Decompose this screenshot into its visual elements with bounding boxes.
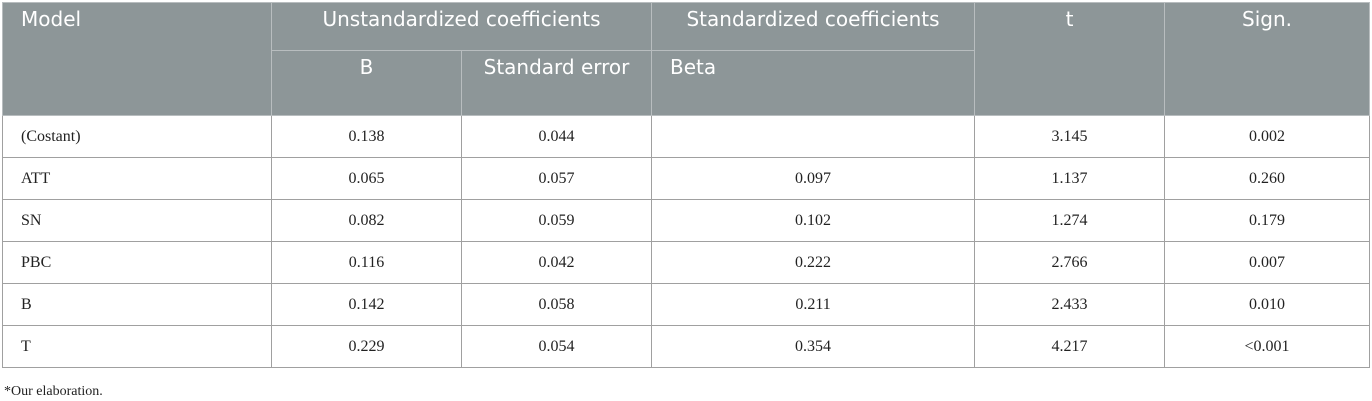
table-row: B 0.142 0.058 0.211 2.433 0.010 (2, 283, 1371, 326)
cell: 0.211 (651, 283, 976, 326)
cell: 0.354 (651, 325, 976, 368)
cell: 0.222 (651, 241, 976, 284)
header-cell: Model (2, 2, 272, 116)
table-row: ATT 0.065 0.057 0.097 1.137 0.260 (2, 157, 1371, 200)
cell: <0.001 (1164, 325, 1371, 368)
header-cell: Standardized coefficients (651, 2, 976, 51)
row-label: PBC (2, 241, 272, 284)
footnote: *Our elaboration. (4, 384, 103, 399)
cell: 1.274 (974, 199, 1166, 242)
cell: 2.433 (974, 283, 1166, 326)
cell: 0.042 (460, 241, 653, 284)
cell: 0.044 (460, 115, 653, 158)
cell: 0.059 (460, 199, 653, 242)
table-body: (Costant) 0.138 0.044 3.145 0.002 ATT 0.065 0.0… (2, 115, 1371, 368)
cell: 0.058 (460, 283, 653, 326)
row-label: T (2, 325, 272, 368)
row-label: ATT (2, 157, 272, 200)
cell: 0.138 (271, 115, 462, 158)
header-cell: t (974, 2, 1166, 116)
cell: 0.097 (651, 157, 976, 200)
row-label: SN (2, 199, 272, 242)
cell: 0.102 (651, 199, 976, 242)
table-row: PBC 0.116 0.042 0.222 2.766 0.007 (2, 241, 1371, 284)
cell: 0.082 (271, 199, 462, 242)
cell: 0.065 (271, 157, 462, 200)
cell: 0.260 (1164, 157, 1371, 200)
cell: 0.054 (460, 325, 653, 368)
header-cell: B (271, 50, 462, 116)
table-row: (Costant) 0.138 0.044 3.145 0.002 (2, 115, 1371, 158)
cell: 0.007 (1164, 241, 1371, 284)
cell: 0.142 (271, 283, 462, 326)
table-row: T 0.229 0.054 0.354 4.217 <0.001 (2, 325, 1371, 368)
header-cell: Sign. (1164, 2, 1371, 116)
cell: 1.137 (974, 157, 1166, 200)
row-label: B (2, 283, 272, 326)
header-cell: Unstandardized coefficients (270, 2, 653, 51)
cell: 0.179 (1164, 199, 1371, 242)
row-label: (Costant) (2, 115, 272, 158)
cell: 3.145 (974, 115, 1166, 158)
header-cell: Beta (651, 50, 976, 116)
table-row: SN 0.082 0.059 0.102 1.274 0.179 (2, 199, 1371, 242)
cell: 2.766 (974, 241, 1166, 284)
cell: 0.229 (271, 325, 462, 368)
regression-table: Model Unstandardized coefficients Standa… (2, 2, 1371, 368)
cell: 0.116 (271, 241, 462, 284)
cell: 4.217 (974, 325, 1166, 368)
cell (651, 115, 976, 158)
cell: 0.010 (1164, 283, 1371, 326)
header-cell: Standard error (460, 50, 653, 116)
cell: 0.002 (1164, 115, 1371, 158)
cell: 0.057 (460, 157, 653, 200)
